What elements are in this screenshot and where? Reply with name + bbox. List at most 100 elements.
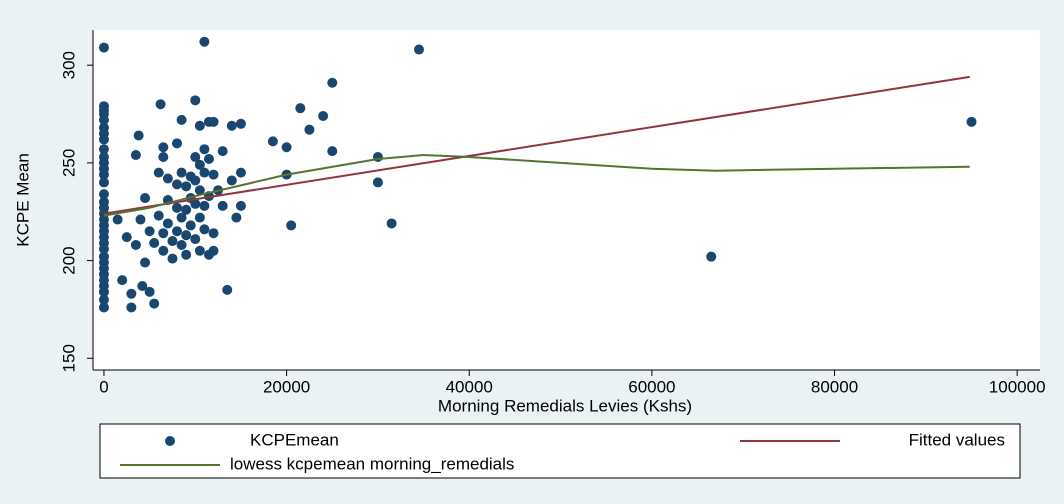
scatter-point <box>126 302 137 313</box>
scatter-point <box>372 177 383 188</box>
scatter-point <box>327 77 338 88</box>
scatter-point <box>98 114 109 125</box>
y-axis-label: KCPE Mean <box>13 153 32 247</box>
scatter-point <box>149 237 160 248</box>
x-tick-label: 20000 <box>263 377 310 396</box>
plot-area <box>93 30 1040 370</box>
scatter-point <box>235 167 246 178</box>
scatter-point <box>176 239 187 250</box>
series-line <box>103 75 970 215</box>
scatter-point <box>98 169 109 180</box>
scatter-point <box>185 220 196 231</box>
y-tick-label: 150 <box>59 344 78 372</box>
scatter-point <box>190 234 201 245</box>
scatter-point <box>144 286 155 297</box>
scatter-point <box>181 181 192 192</box>
scatter-point <box>167 236 178 247</box>
scatter-point <box>158 245 169 256</box>
scatter-point <box>190 198 201 209</box>
scatter-point <box>217 200 228 211</box>
scatter-point <box>286 220 297 231</box>
scatter-point <box>98 243 109 254</box>
scatter-point <box>304 124 315 135</box>
scatter-point <box>208 245 219 256</box>
scatter-point <box>121 232 132 243</box>
scatter-point <box>235 200 246 211</box>
scatter-point <box>706 251 717 262</box>
scatter-point <box>140 257 151 268</box>
scatter-point <box>181 204 192 215</box>
legend-marker <box>165 436 175 446</box>
x-tick-label: 40000 <box>446 377 493 396</box>
x-tick-label: 80000 <box>811 377 858 396</box>
scatter-point <box>226 120 237 131</box>
scatter-point <box>176 167 187 178</box>
scatter-point <box>208 228 219 239</box>
scatter-point <box>235 118 246 129</box>
scatter-point <box>126 288 137 299</box>
scatter-point <box>190 95 201 106</box>
x-tick-label: 60000 <box>628 377 675 396</box>
scatter-point <box>194 185 205 196</box>
scatter-point <box>167 253 178 264</box>
scatter-point <box>231 212 242 223</box>
scatter-point <box>153 167 164 178</box>
scatter-point <box>98 144 109 155</box>
scatter-point <box>226 175 237 186</box>
legend-label: lowess kcpemean morning_remedials <box>230 454 514 473</box>
scatter-point <box>318 110 329 121</box>
scatter-point <box>98 286 109 297</box>
scatter-point <box>172 138 183 149</box>
scatter-point <box>135 214 146 225</box>
scatter-point <box>172 226 183 237</box>
scatter-point <box>130 150 141 161</box>
scatter-point <box>194 245 205 256</box>
scatter-point <box>181 230 192 241</box>
x-axis-label: Morning Remedials Levies (Kshs) <box>438 396 692 415</box>
scatter-point <box>172 202 183 213</box>
x-tick-label: 100000 <box>989 377 1046 396</box>
legend-label: KCPEmean <box>250 430 339 449</box>
scatter-point <box>199 200 210 211</box>
scatter-point <box>194 159 205 170</box>
x-tick-label: 0 <box>99 377 108 396</box>
scatter-point <box>386 218 397 229</box>
scatter-point <box>203 153 214 164</box>
scatter-point <box>158 228 169 239</box>
scatter-point <box>137 280 148 291</box>
scatter-point <box>98 294 109 305</box>
scatter-point <box>208 169 219 180</box>
scatter-point <box>98 302 109 313</box>
scatter-point <box>217 146 228 157</box>
scatter-point <box>176 114 187 125</box>
y-tick-label: 200 <box>59 246 78 274</box>
scatter-point <box>144 226 155 237</box>
scatter-point <box>117 275 128 286</box>
scatter-point <box>208 116 219 127</box>
scatter-point <box>98 42 109 53</box>
scatter-point <box>199 167 210 178</box>
series-line <box>103 154 970 217</box>
scatter-point <box>327 146 338 157</box>
scatter-point <box>194 212 205 223</box>
scatter-point <box>194 120 205 131</box>
legend <box>99 423 1021 479</box>
scatter-point <box>155 99 166 110</box>
scatter-point <box>158 152 169 163</box>
scatter-point <box>98 177 109 188</box>
scatter-point <box>267 136 278 147</box>
scatter-point <box>158 142 169 153</box>
scatter-point <box>295 103 306 114</box>
scatter-point <box>153 210 164 221</box>
scatter-point <box>130 239 141 250</box>
scatter-point <box>112 214 123 225</box>
scatter-point <box>172 179 183 190</box>
y-tick-label: 250 <box>59 149 78 177</box>
legend-label: Fitted values <box>909 430 1005 449</box>
scatter-point <box>281 142 292 153</box>
scatter-point <box>98 189 109 200</box>
scatter-point <box>190 175 201 186</box>
y-tick-label: 300 <box>59 51 78 79</box>
